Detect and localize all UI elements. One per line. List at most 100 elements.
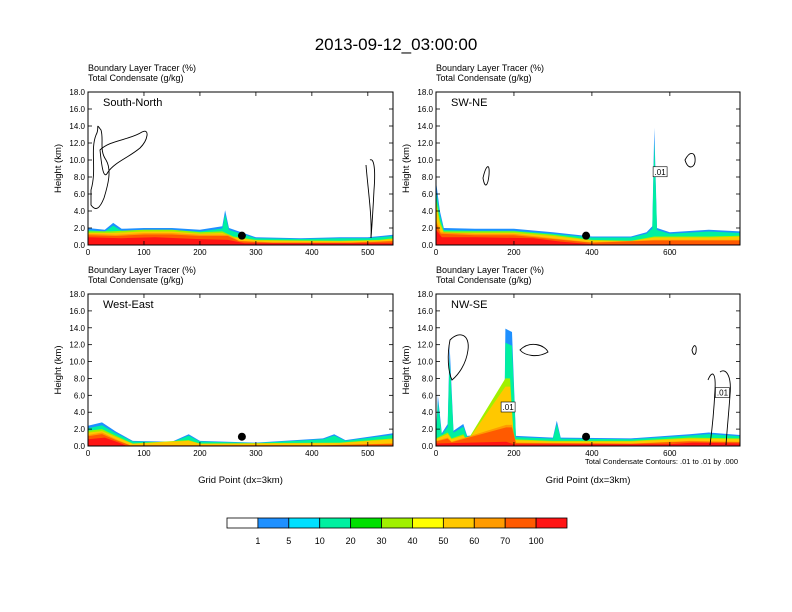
y-axis-label: Height (km) bbox=[53, 144, 64, 193]
location-marker bbox=[237, 231, 246, 240]
tracer-subtitle: Boundary Layer Tracer (%) bbox=[436, 265, 544, 275]
contour-label-box bbox=[652, 166, 668, 178]
x-tick-label: 400 bbox=[585, 449, 599, 458]
tracer-subtitle: Boundary Layer Tracer (%) bbox=[88, 63, 196, 73]
y-tick-label: 8.0 bbox=[74, 173, 86, 182]
y-tick-label: 16.0 bbox=[69, 105, 85, 114]
colorbar-label: 100 bbox=[529, 536, 544, 546]
y-tick-label: 18.0 bbox=[69, 290, 85, 299]
colorbar-swatch bbox=[319, 517, 352, 529]
x-tick-label: 200 bbox=[507, 248, 521, 257]
y-tick-label: 4.0 bbox=[74, 408, 86, 417]
y-tick-label: 8.0 bbox=[422, 374, 434, 383]
colorbar-swatch bbox=[288, 517, 321, 529]
y-tick-label: 14.0 bbox=[69, 122, 85, 131]
x-tick-label: 400 bbox=[585, 248, 599, 257]
y-tick-label: 2.0 bbox=[74, 425, 86, 434]
y-tick-label: 10.0 bbox=[417, 358, 433, 367]
y-tick-label: 0.0 bbox=[422, 241, 434, 250]
y-tick-label: 2.0 bbox=[74, 224, 86, 233]
x-tick-label: 200 bbox=[507, 449, 521, 458]
colorbar-label: 5 bbox=[286, 536, 291, 546]
colorbar-label: 50 bbox=[438, 536, 448, 546]
y-tick-label: 4.0 bbox=[422, 207, 434, 216]
panel-label: NW-SE bbox=[451, 299, 487, 311]
panel-south-north: Boundary Layer Tracer (%)Total Condensat… bbox=[53, 63, 394, 257]
condensate-subtitle: Total Condensate (g/kg) bbox=[88, 275, 184, 285]
y-tick-label: 14.0 bbox=[69, 324, 85, 333]
contour-label: .01 bbox=[503, 403, 515, 412]
x-tick-label: 500 bbox=[361, 449, 375, 458]
colorbar-swatch bbox=[442, 517, 475, 529]
colorbar-label: 10 bbox=[315, 536, 325, 546]
y-tick-label: 4.0 bbox=[74, 207, 86, 216]
colorbar-label: 20 bbox=[346, 536, 356, 546]
y-axis-label: Height (km) bbox=[401, 345, 412, 394]
condensate-contour bbox=[719, 370, 731, 446]
tracer-band-100 bbox=[436, 441, 740, 446]
condensate-contours bbox=[90, 125, 731, 446]
colorbar-swatch bbox=[257, 517, 290, 529]
tracer-band-70-inner bbox=[436, 427, 740, 446]
x-tick-label: 300 bbox=[249, 449, 263, 458]
x-tick-label: 500 bbox=[361, 248, 375, 257]
tracer-band-40 bbox=[88, 429, 393, 446]
y-tick-label: 14.0 bbox=[417, 122, 433, 131]
colorbar-swatch bbox=[473, 517, 506, 529]
condensate-subtitle: Total Condensate (g/kg) bbox=[88, 73, 184, 83]
x-tick-label: 600 bbox=[663, 248, 677, 257]
x-tick-label: 400 bbox=[305, 449, 319, 458]
x-tick-label: 200 bbox=[193, 248, 207, 257]
colorbar-swatch bbox=[412, 517, 444, 529]
plot-frame bbox=[87, 293, 394, 447]
y-tick-label: 10.0 bbox=[69, 156, 85, 165]
x-tick-label: 300 bbox=[249, 248, 263, 257]
x-axis-label: Grid Point (dx=3km) bbox=[546, 475, 631, 486]
panel-label: West-East bbox=[103, 299, 154, 311]
y-tick-label: 12.0 bbox=[69, 139, 85, 148]
y-tick-label: 2.0 bbox=[422, 425, 434, 434]
tracer-subtitle: Boundary Layer Tracer (%) bbox=[88, 265, 196, 275]
tracer-band-5 bbox=[436, 127, 740, 245]
condensate-contour bbox=[482, 166, 490, 186]
condensate-contour bbox=[519, 343, 549, 357]
panel-west-east: Boundary Layer Tracer (%)Total Condensat… bbox=[53, 265, 394, 486]
x-axis-label: Grid Point (dx=3km) bbox=[198, 475, 283, 486]
y-tick-label: 14.0 bbox=[417, 324, 433, 333]
y-tick-label: 6.0 bbox=[74, 190, 86, 199]
contour-label-box bbox=[500, 401, 516, 413]
y-tick-label: 16.0 bbox=[417, 105, 433, 114]
panel-label: SW-NE bbox=[451, 97, 487, 109]
x-tick-label: 600 bbox=[663, 449, 677, 458]
tracer-band-5-inner bbox=[88, 425, 393, 446]
location-marker bbox=[237, 432, 246, 441]
y-tick-label: 6.0 bbox=[422, 391, 434, 400]
y-tick-label: 8.0 bbox=[422, 173, 434, 182]
x-tick-label: 0 bbox=[86, 248, 91, 257]
y-tick-label: 8.0 bbox=[74, 374, 86, 383]
condensate-contour bbox=[447, 334, 469, 381]
x-tick-label: 0 bbox=[434, 248, 439, 257]
colorbar-label: 1 bbox=[255, 536, 260, 546]
y-tick-label: 10.0 bbox=[417, 156, 433, 165]
y-tick-label: 0.0 bbox=[74, 442, 86, 451]
condensate-contour bbox=[707, 373, 716, 446]
y-tick-label: 2.0 bbox=[422, 224, 434, 233]
y-tick-label: 6.0 bbox=[422, 190, 434, 199]
main-title: 2013-09-12_03:00:00 bbox=[315, 35, 478, 54]
contour-note: Total Condensate Contours: .01 to .01 by… bbox=[585, 457, 738, 466]
x-tick-label: 100 bbox=[137, 449, 151, 458]
condensate-contour bbox=[691, 345, 697, 355]
y-axis-label: Height (km) bbox=[401, 144, 412, 193]
tracer-subtitle: Boundary Layer Tracer (%) bbox=[436, 63, 544, 73]
tracer-band-100 bbox=[88, 237, 393, 245]
condensate-contour bbox=[365, 164, 372, 239]
colorbar-swatch bbox=[226, 517, 259, 529]
condensate-contour bbox=[684, 153, 696, 168]
plot-frame bbox=[435, 91, 741, 246]
x-tick-label: 0 bbox=[434, 449, 439, 458]
plot-frame bbox=[87, 91, 394, 246]
y-tick-label: 6.0 bbox=[74, 391, 86, 400]
panel-label: South-North bbox=[103, 97, 162, 109]
contour-label-box bbox=[715, 387, 730, 398]
